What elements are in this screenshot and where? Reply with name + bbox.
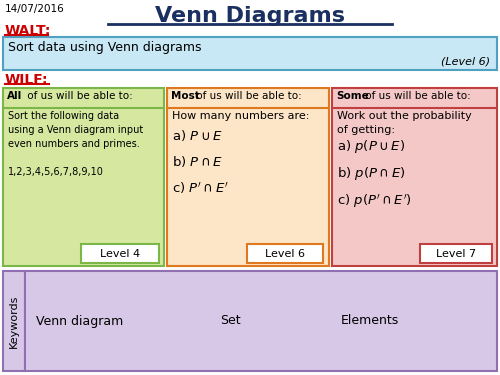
- Text: Some: Some: [336, 91, 369, 101]
- Text: Work out the probability
of getting:: Work out the probability of getting:: [337, 111, 472, 135]
- Text: b) $p(P\cap E)$: b) $p(P\cap E)$: [337, 165, 406, 182]
- Text: Elements: Elements: [341, 315, 399, 327]
- Text: Level 6: Level 6: [265, 249, 305, 259]
- FancyBboxPatch shape: [167, 88, 329, 266]
- FancyBboxPatch shape: [3, 271, 25, 371]
- FancyBboxPatch shape: [332, 88, 497, 266]
- Text: WILF:: WILF:: [5, 73, 49, 87]
- Text: Most: Most: [171, 91, 200, 101]
- Text: c) $p(P'\cap E')$: c) $p(P'\cap E')$: [337, 192, 412, 210]
- FancyBboxPatch shape: [25, 271, 497, 371]
- FancyBboxPatch shape: [247, 244, 323, 263]
- Text: Sort data using Venn diagrams: Sort data using Venn diagrams: [8, 41, 202, 54]
- Text: Venn Diagrams: Venn Diagrams: [155, 6, 345, 26]
- Text: How many numbers are:: How many numbers are:: [172, 111, 310, 121]
- Text: b) $P\cap E$: b) $P\cap E$: [172, 154, 223, 169]
- Text: of us will be able to:: of us will be able to:: [193, 91, 302, 101]
- Text: Level 4: Level 4: [100, 249, 140, 259]
- Text: Sort the following data
using a Venn diagram input
even numbers and primes.

1,2: Sort the following data using a Venn dia…: [8, 111, 143, 177]
- Text: c) $P'\cap E'$: c) $P'\cap E'$: [172, 180, 229, 195]
- Text: of us will be able to:: of us will be able to:: [362, 91, 471, 101]
- FancyBboxPatch shape: [420, 244, 492, 263]
- Text: 14/07/2016: 14/07/2016: [5, 4, 65, 14]
- Text: a) $P\cup E$: a) $P\cup E$: [172, 128, 222, 143]
- Text: of us will be able to:: of us will be able to:: [24, 91, 133, 101]
- FancyBboxPatch shape: [3, 37, 497, 70]
- Text: a) $p(P\cup E)$: a) $p(P\cup E)$: [337, 138, 406, 155]
- Text: Set: Set: [220, 315, 240, 327]
- Text: Venn diagram: Venn diagram: [36, 315, 124, 327]
- Text: All: All: [7, 91, 22, 101]
- Text: WALT:: WALT:: [5, 24, 52, 38]
- FancyBboxPatch shape: [81, 244, 159, 263]
- Text: Level 7: Level 7: [436, 249, 476, 259]
- Text: (Level 6): (Level 6): [441, 56, 490, 66]
- FancyBboxPatch shape: [3, 88, 164, 266]
- Text: Keywords: Keywords: [9, 294, 19, 348]
